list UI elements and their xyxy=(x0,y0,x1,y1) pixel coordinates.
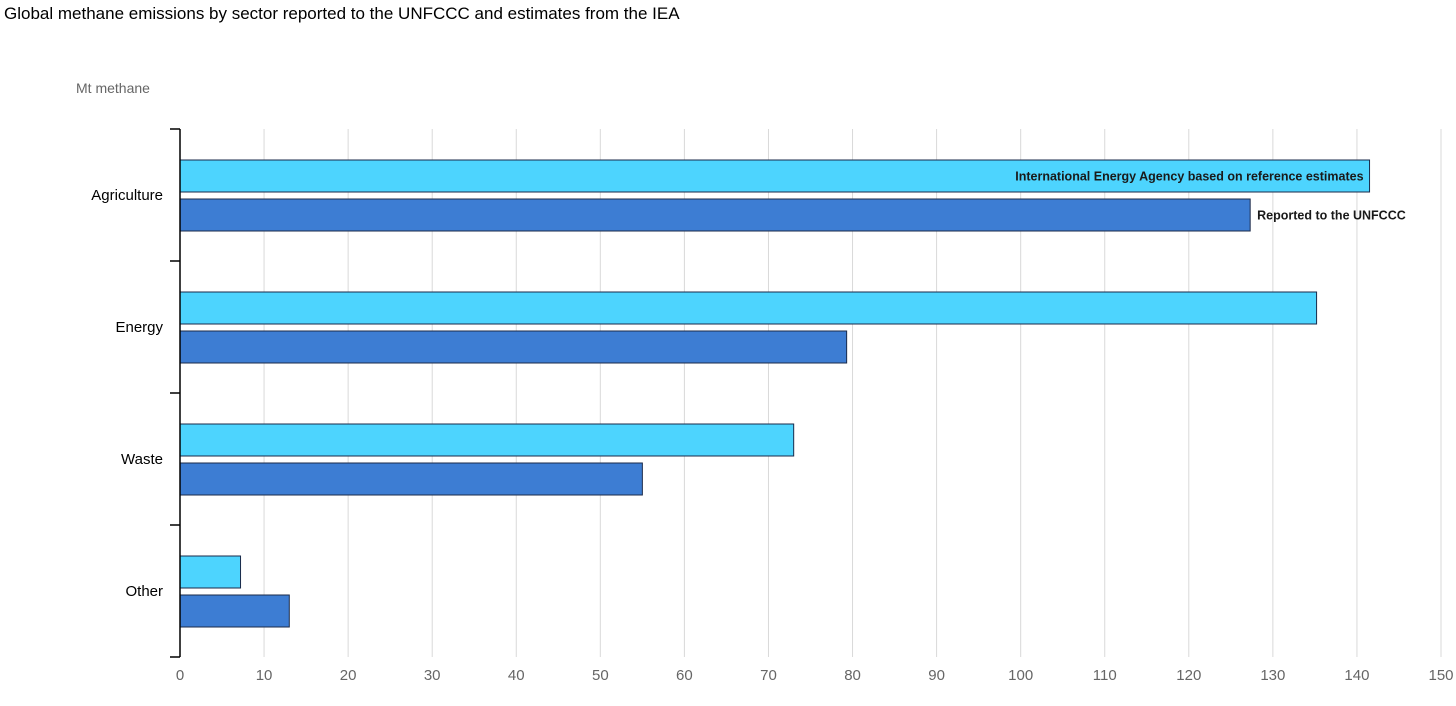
x-tick-label: 30 xyxy=(424,667,441,684)
x-tick-label: 80 xyxy=(844,667,861,684)
category-label: Other xyxy=(125,583,163,600)
x-tick-label: 10 xyxy=(256,667,273,684)
chart-title: Global methane emissions by sector repor… xyxy=(4,4,680,23)
category-label: Agriculture xyxy=(91,187,163,204)
series-label: International Energy Agency based on ref… xyxy=(1015,170,1363,184)
x-tick-label: 150 xyxy=(1428,667,1453,684)
bars xyxy=(179,159,1371,628)
x-tick-label: 60 xyxy=(676,667,693,684)
x-tick-label: 100 xyxy=(1008,667,1033,684)
category-label: Waste xyxy=(121,451,163,468)
bar xyxy=(179,330,848,364)
labels: 0 10 20 30 40 50 60 70 80 90 100 110 120 130 140 150 Agr… xyxy=(91,170,1453,685)
x-tick-label: 140 xyxy=(1344,667,1369,684)
category-label: Energy xyxy=(115,319,163,336)
x-tick-label: 110 xyxy=(1093,667,1117,684)
axes xyxy=(170,128,181,658)
bar xyxy=(179,594,290,628)
x-tick-label: 120 xyxy=(1176,667,1201,684)
x-tick-label: 130 xyxy=(1260,667,1285,684)
unit-label: Mt methane xyxy=(76,80,150,96)
bar xyxy=(179,423,795,457)
bar xyxy=(179,462,643,496)
x-tick-label: 20 xyxy=(340,667,357,684)
x-tick-label: 90 xyxy=(928,667,945,684)
bar xyxy=(179,291,1318,325)
x-tick-label: 70 xyxy=(760,667,777,684)
x-tick-label: 40 xyxy=(508,667,525,684)
bar xyxy=(179,159,1371,193)
bar xyxy=(179,198,1251,232)
bar xyxy=(179,555,242,589)
x-tick-label: 50 xyxy=(592,667,609,684)
series-label: Reported to the UNFCCC xyxy=(1257,209,1406,223)
x-tick-label: 0 xyxy=(176,667,184,684)
